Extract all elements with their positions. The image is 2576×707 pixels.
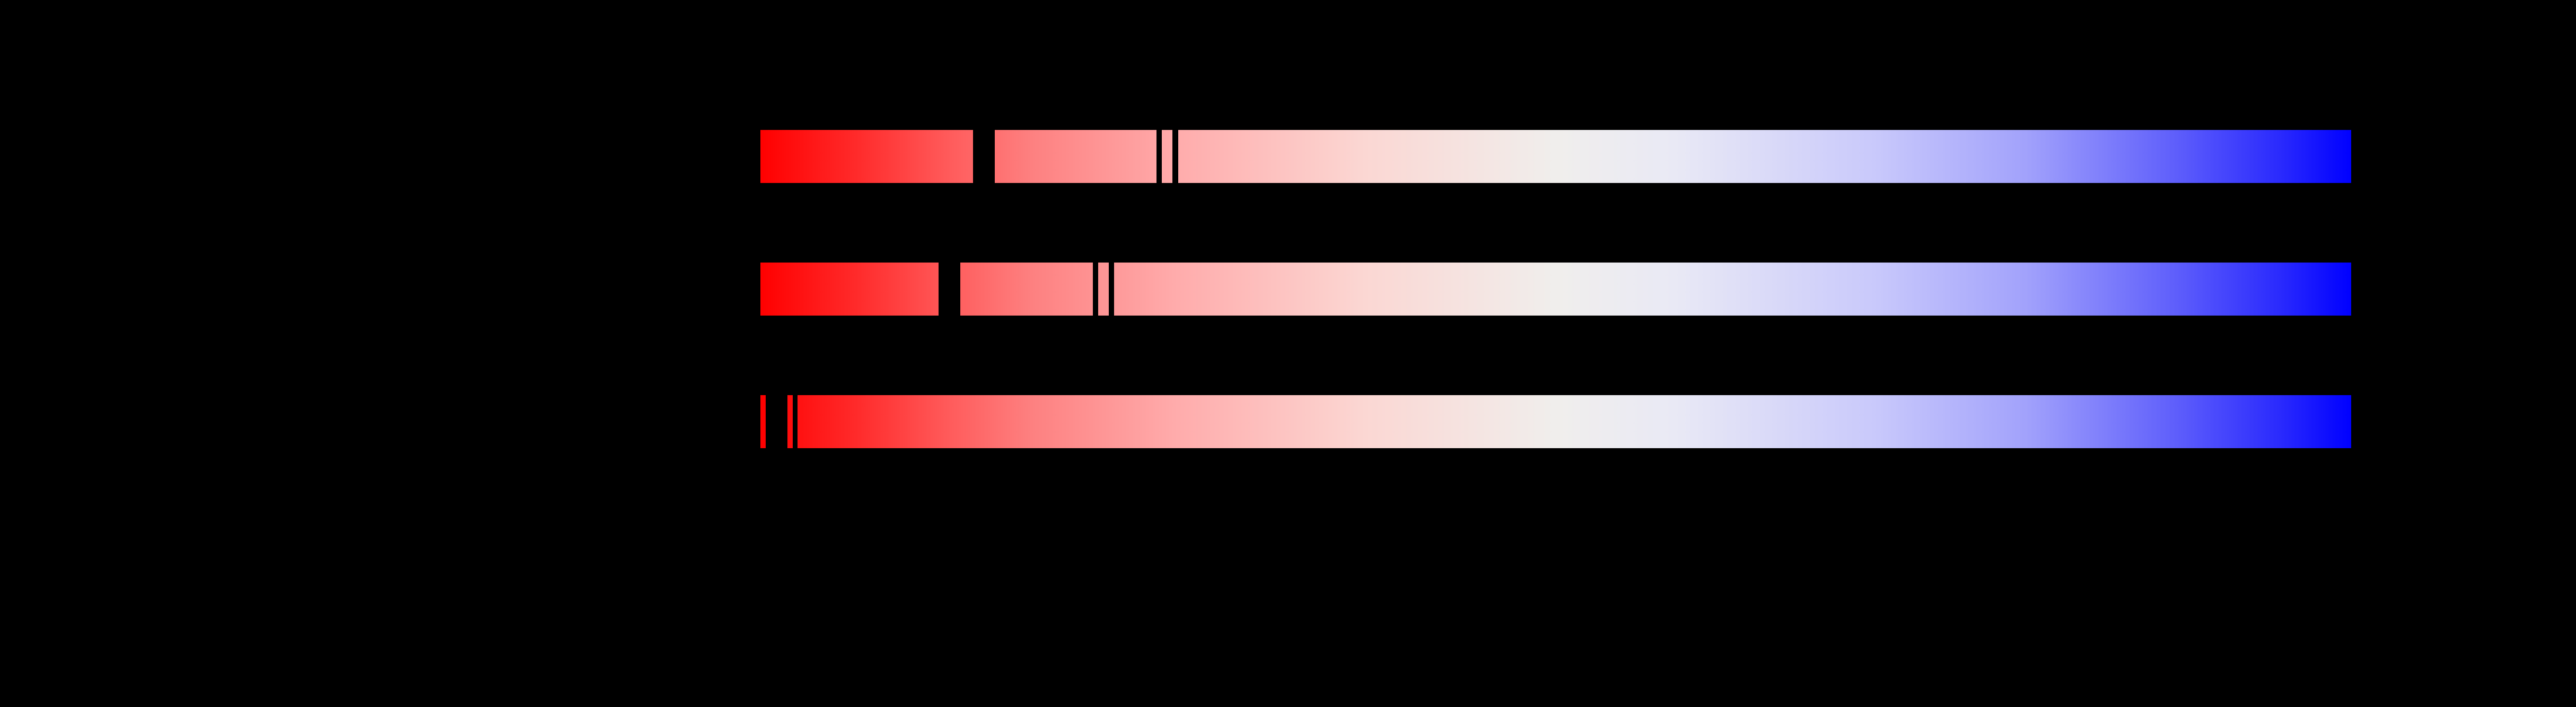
colorbar-row-2 (760, 263, 2351, 316)
colorbar-row-3 (760, 395, 2351, 448)
tick-marker-thick (973, 130, 995, 183)
tick-marker-thick (939, 263, 961, 316)
tick-marker-thin (1156, 130, 1162, 183)
tick-marker-thick (765, 395, 787, 448)
tick-marker-thin (1109, 263, 1114, 316)
tick-marker-thin (1172, 130, 1179, 183)
colorbar-row-1 (760, 130, 2351, 183)
tick-marker-thin (792, 395, 798, 448)
tick-marker-thin (1093, 263, 1098, 316)
